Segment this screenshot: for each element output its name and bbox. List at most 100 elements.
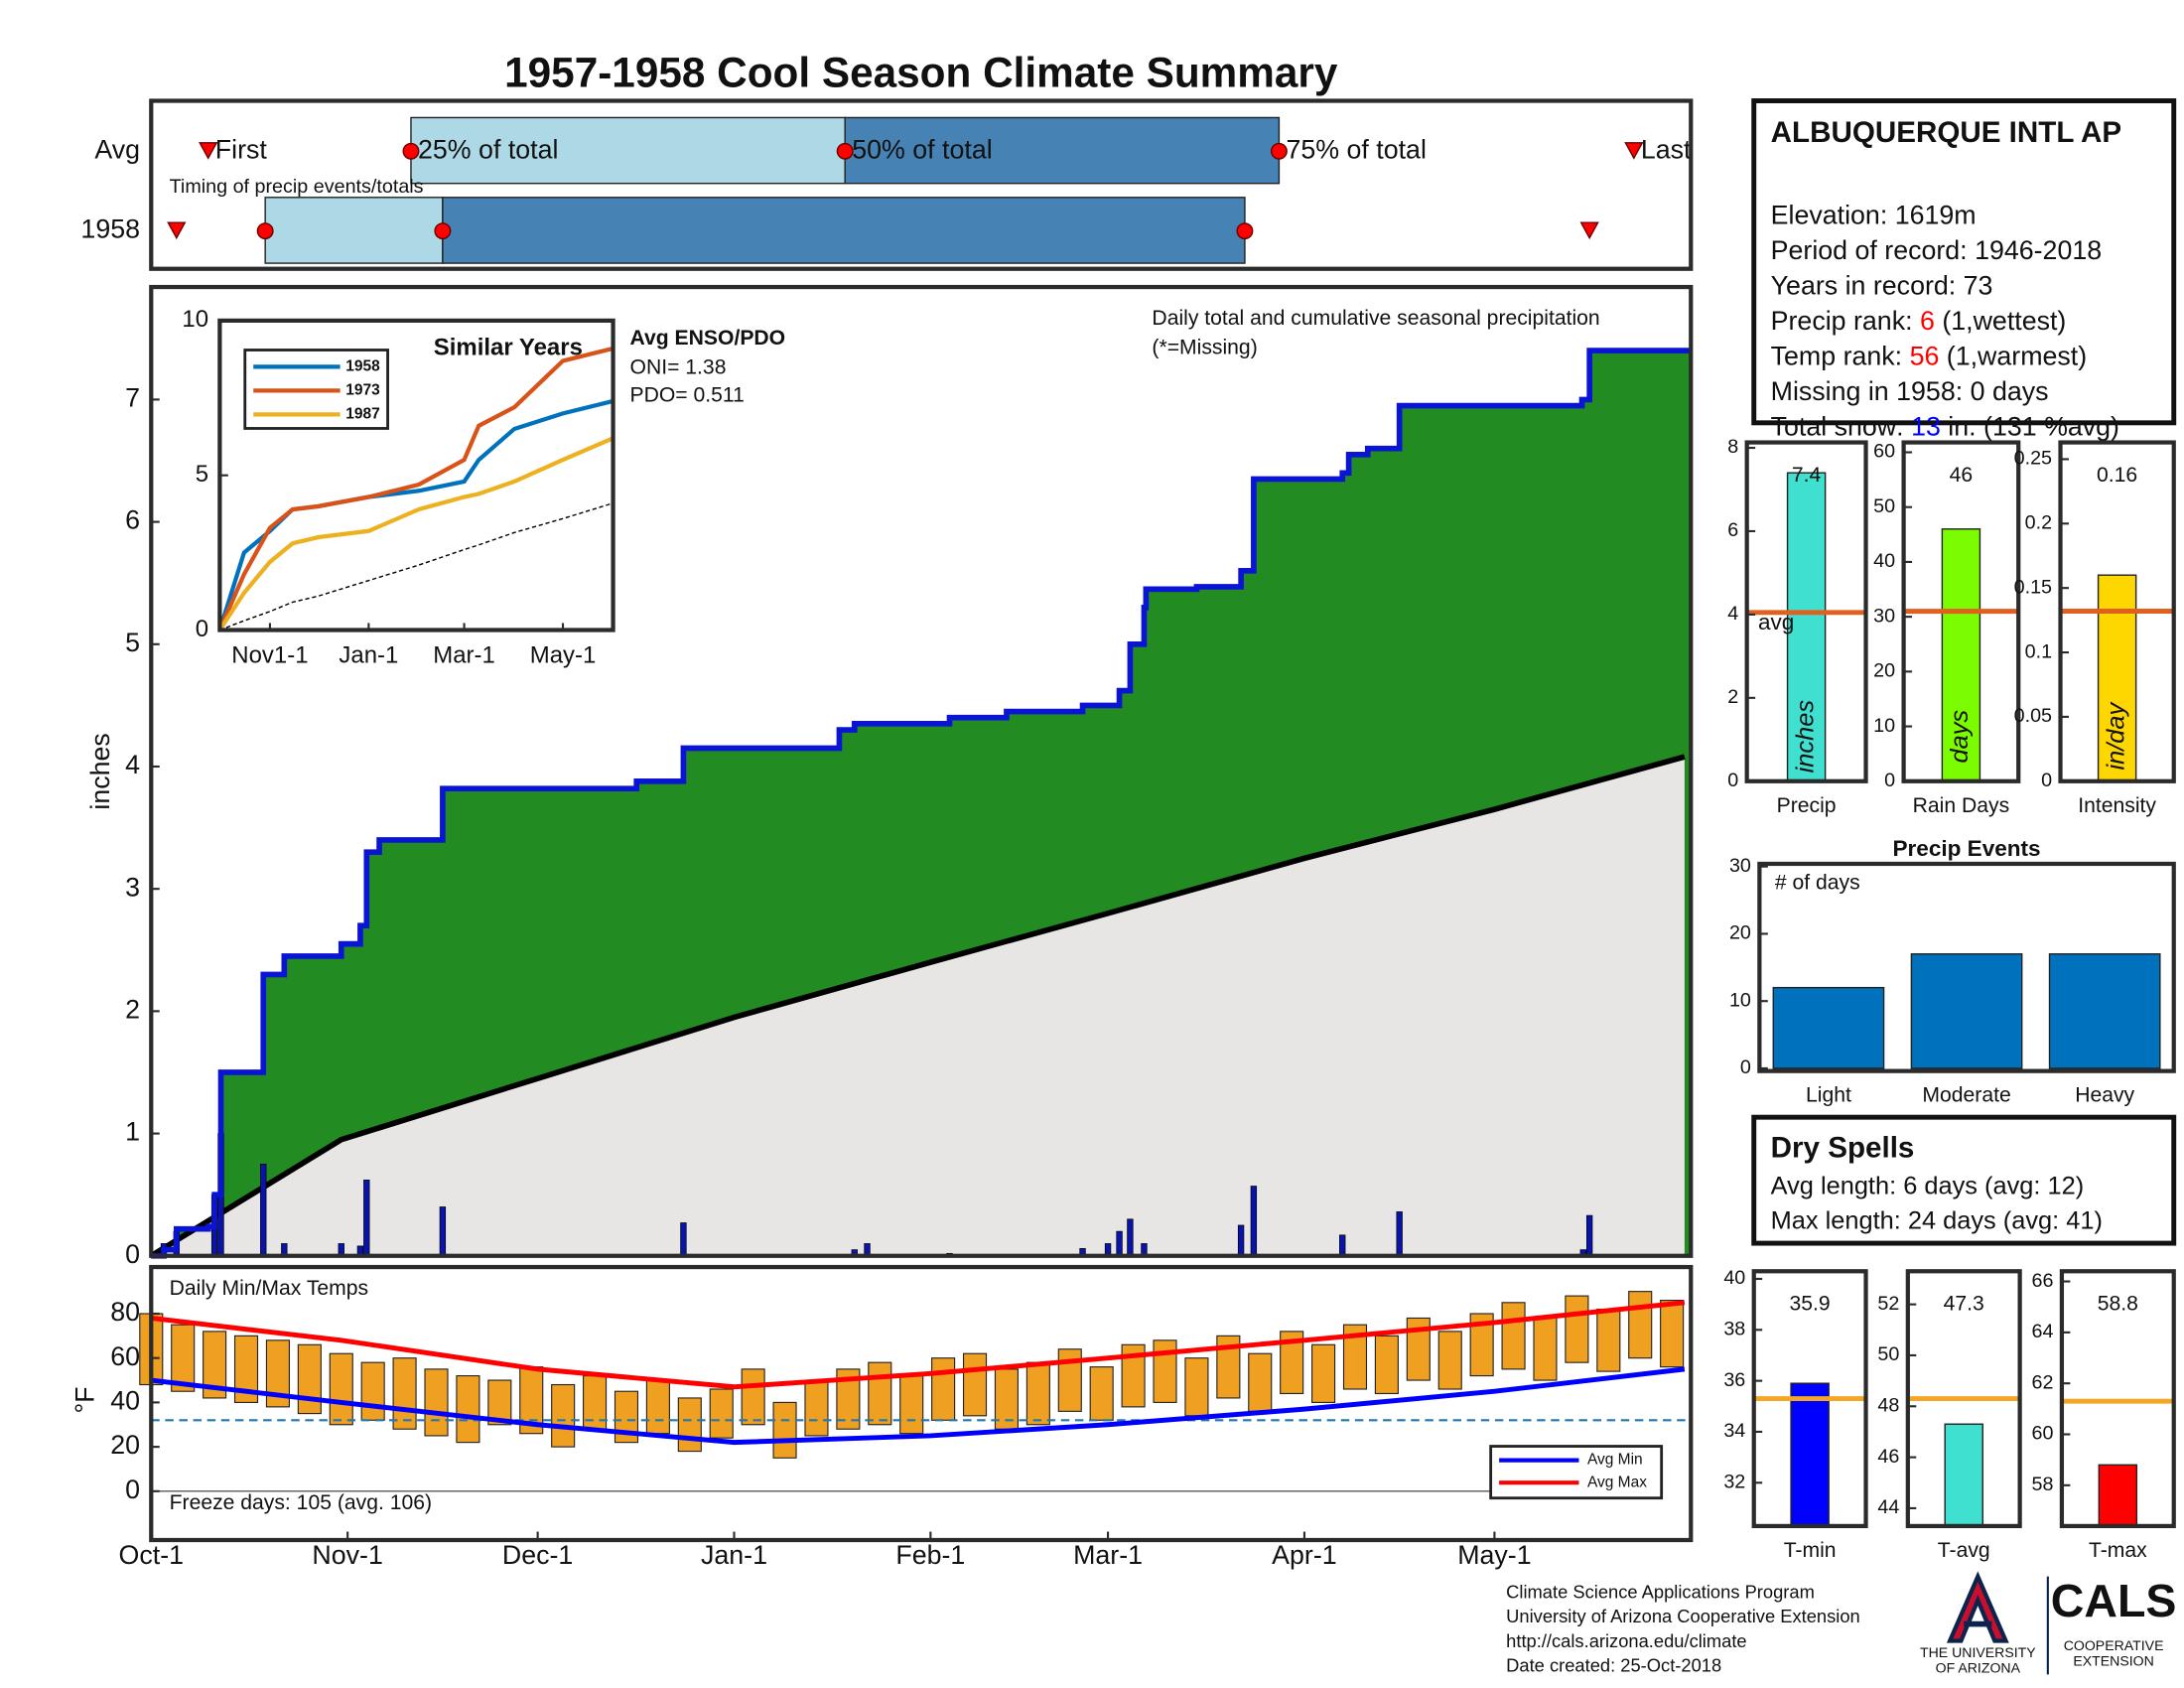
legend-label: Avg Min xyxy=(1587,1452,1643,1469)
station-line-part: Total snow: xyxy=(1771,412,1911,442)
x-tick-label: Oct-1 xyxy=(119,1540,184,1570)
y-tick-label: 2 xyxy=(125,994,140,1024)
quartile-box xyxy=(410,116,846,185)
bar xyxy=(1910,953,2023,1069)
bar xyxy=(2048,953,2161,1069)
y-tick-label: 20 xyxy=(110,1430,140,1460)
temp-bar xyxy=(1216,1335,1241,1399)
temp-bar xyxy=(1057,1348,1082,1412)
legend-label: 1987 xyxy=(345,405,379,422)
station-line: Total snow: 13 in. (131 %avg) xyxy=(1771,412,2119,442)
y-tick-label: 0.05 xyxy=(2014,705,2052,727)
temp-bar xyxy=(233,1335,259,1403)
temp-bar xyxy=(931,1357,956,1421)
category-label: Light xyxy=(1806,1084,1851,1107)
event-marker xyxy=(199,142,218,160)
y-tick-label: 64 xyxy=(2032,1321,2054,1342)
y-tick-label: 58 xyxy=(2032,1474,2054,1495)
y-tick-label: 3 xyxy=(125,872,140,902)
y-tick-label: 0.1 xyxy=(2025,640,2052,662)
bar xyxy=(1941,528,1981,782)
quartile-marker xyxy=(1270,142,1288,160)
panel-frame xyxy=(149,98,1694,271)
category-label: Precip xyxy=(1777,794,1837,817)
temp-bar xyxy=(1342,1324,1368,1390)
category-label: Heavy xyxy=(2075,1084,2134,1107)
temp-bar xyxy=(614,1390,639,1444)
station-line-part: Elevation: 1619m xyxy=(1771,201,1977,230)
temp-bar xyxy=(424,1368,449,1437)
temp-bar xyxy=(741,1368,765,1426)
station-line-part: 56 xyxy=(1910,342,1940,371)
footer-line: University of Arizona Cooperative Extens… xyxy=(1506,1606,1860,1626)
y-tick-label: 4 xyxy=(125,750,140,779)
footer-line: Date created: 25-Oct-2018 xyxy=(1506,1654,1721,1675)
quartile-marker xyxy=(836,142,854,160)
temp-bar xyxy=(1628,1291,1653,1359)
station-box: ALBUQUERQUE INTL AP Elevation: 1619m Perio… xyxy=(1751,98,2177,442)
y-tick-label: 80 xyxy=(110,1297,140,1327)
y-tick-label: 0 xyxy=(125,1239,140,1269)
footer-line: http://cals.arizona.edu/climate xyxy=(1506,1630,1746,1651)
value-label: 35.9 xyxy=(1790,1293,1831,1316)
y-tick-label: 40 xyxy=(1723,1267,1745,1289)
y-tick-label: 7 xyxy=(125,382,140,412)
x-tick-label: Mar-1 xyxy=(433,642,495,669)
unit-label: inches xyxy=(1791,700,1819,774)
value-label: 0.16 xyxy=(2097,464,2137,487)
y-tick-label: 5 xyxy=(196,461,208,488)
station-line: Elevation: 1619m xyxy=(1771,201,1977,230)
y-tick-label: 36 xyxy=(1723,1369,1745,1391)
ua-logo xyxy=(1946,1571,2009,1643)
temp-bar xyxy=(203,1331,227,1399)
y-tick-label: 46 xyxy=(1877,1446,1899,1468)
x-tick-label: Mar-1 xyxy=(1073,1540,1143,1570)
y-tick-label: 1 xyxy=(125,1117,140,1147)
x-tick-label: Dec-1 xyxy=(502,1540,573,1570)
y-tick-label: 2 xyxy=(1727,686,1738,708)
event-marker xyxy=(1579,221,1599,240)
y-tick-label: 0 xyxy=(2041,770,2052,791)
cumulative-line xyxy=(151,348,1692,1259)
bar xyxy=(1772,986,1885,1069)
category-label: Moderate xyxy=(1922,1084,2010,1107)
quartile-marker xyxy=(402,142,420,160)
dry-spells-frame xyxy=(1751,1114,2177,1246)
station-line-part: Years in record: 73 xyxy=(1771,271,1993,301)
y-tick-label: 50 xyxy=(1873,495,1895,517)
temp-bar xyxy=(645,1379,670,1435)
footer-line: Climate Science Applications Program xyxy=(1506,1581,1815,1602)
daily-bar xyxy=(439,1206,447,1257)
marker-label: Last xyxy=(1641,134,1692,164)
temp-bar xyxy=(899,1375,924,1435)
daily-bar xyxy=(680,1222,687,1257)
average-area xyxy=(151,757,1685,1256)
station-line: Temp rank: 56 (1,warmest) xyxy=(1771,342,2088,371)
value-label: 47.3 xyxy=(1944,1293,1984,1316)
station-line: Period of record: 1946-2018 xyxy=(1771,235,2103,265)
daily-bar xyxy=(1396,1211,1403,1257)
temp-bar xyxy=(1311,1343,1336,1403)
daily-bar xyxy=(1585,1214,1593,1257)
y-tick-label: 6 xyxy=(125,505,140,535)
panel-frame xyxy=(1744,440,1868,783)
temp-bar xyxy=(171,1324,196,1392)
y-tick-label: 38 xyxy=(1723,1319,1745,1340)
x-tick-label: Nov-1 xyxy=(312,1540,382,1570)
row-label: Avg xyxy=(94,134,140,164)
y-tick-label: 10 xyxy=(1729,989,1751,1011)
y-tick-label: 10 xyxy=(182,306,208,333)
bar xyxy=(2098,1464,2138,1527)
category-label: Intensity xyxy=(2078,794,2156,817)
category-label: Rain Days xyxy=(1913,794,2010,817)
temp-bar xyxy=(360,1361,385,1421)
quartile-marker xyxy=(1236,222,1254,240)
daily-bar xyxy=(363,1180,370,1257)
enso-value: ONI= 1.38 xyxy=(630,355,727,378)
station-line: Precip rank: 6 (1,wettest) xyxy=(1771,306,2067,336)
y-tick-label: 30 xyxy=(1873,605,1895,627)
event-marker xyxy=(167,221,187,240)
series-line xyxy=(217,436,614,632)
quartile-box xyxy=(264,197,444,264)
y-tick-label: 20 xyxy=(1873,660,1895,682)
